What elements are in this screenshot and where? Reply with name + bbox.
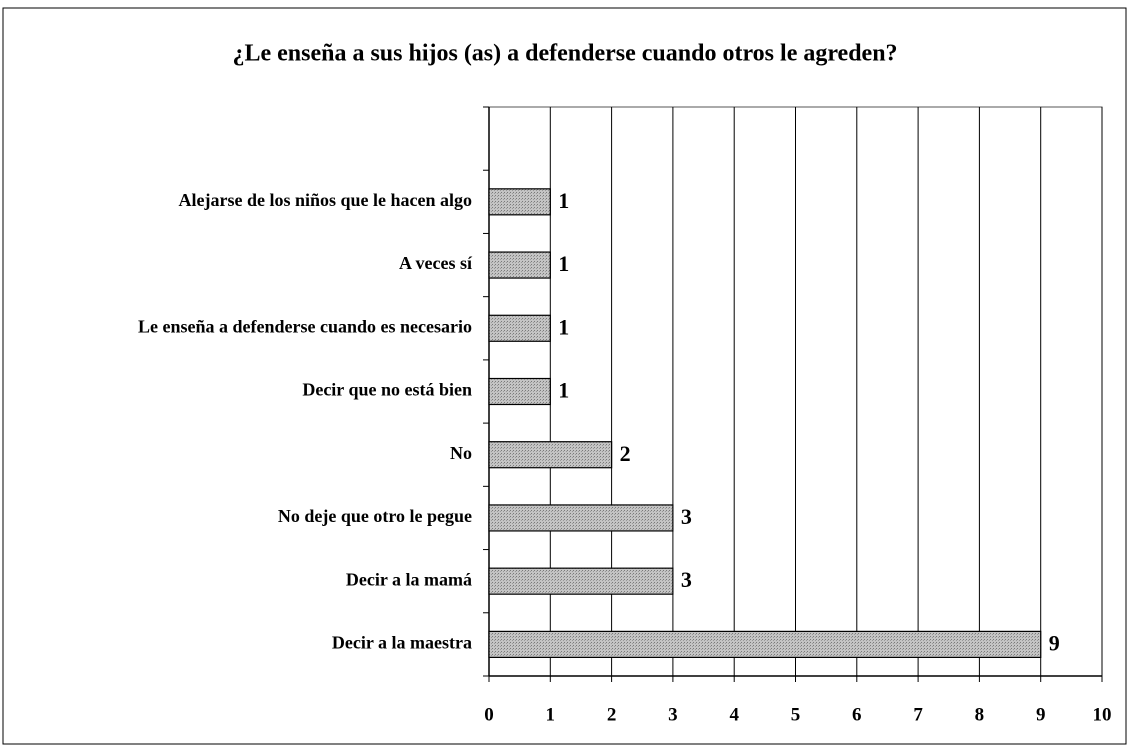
y-tick-label: Le enseña a defenderse cuando es necesar… xyxy=(138,316,472,336)
x-tick-label: 5 xyxy=(791,704,801,725)
bar xyxy=(488,314,551,342)
x-tick-label: 10 xyxy=(1093,704,1112,725)
bar xyxy=(488,188,551,216)
y-tick-label: A veces sí xyxy=(399,253,473,273)
value-label: 2 xyxy=(620,441,631,466)
bar xyxy=(488,251,551,279)
value-label: 9 xyxy=(1049,630,1060,655)
x-tick-label: 6 xyxy=(852,704,862,725)
bar xyxy=(488,630,1042,658)
value-label: 1 xyxy=(558,378,569,403)
y-tick-label: Decir a la maestra xyxy=(332,633,472,653)
bar xyxy=(488,567,674,595)
y-tick-label: No deje que otro le pegue xyxy=(278,506,472,526)
x-tick-label: 4 xyxy=(729,704,739,725)
x-tick-label: 0 xyxy=(484,704,494,725)
y-tick-label: Decir que no está bien xyxy=(302,380,472,400)
x-tick-label: 9 xyxy=(1036,704,1046,725)
x-tick-label: 8 xyxy=(975,704,985,725)
value-label: 3 xyxy=(681,504,692,529)
x-tick-label: 3 xyxy=(668,704,678,725)
bar xyxy=(488,504,674,532)
bar xyxy=(488,377,551,406)
x-tick-label: 2 xyxy=(607,704,617,725)
x-tick-label: 1 xyxy=(546,704,556,725)
value-label: 3 xyxy=(681,567,692,592)
x-tick-label: 7 xyxy=(913,704,923,725)
y-tick-label: Alejarse de los niños que le hacen algo xyxy=(178,190,472,210)
y-tick-label: No xyxy=(450,443,472,463)
value-label: 1 xyxy=(558,314,569,339)
chart-border xyxy=(2,7,1127,745)
chart-title: ¿Le enseña a sus hijos (as) a defenderse… xyxy=(232,41,897,67)
value-label: 1 xyxy=(558,188,569,213)
y-tick-label: Decir a la mamá xyxy=(346,569,472,589)
bar xyxy=(488,441,613,469)
value-label: 1 xyxy=(558,251,569,276)
